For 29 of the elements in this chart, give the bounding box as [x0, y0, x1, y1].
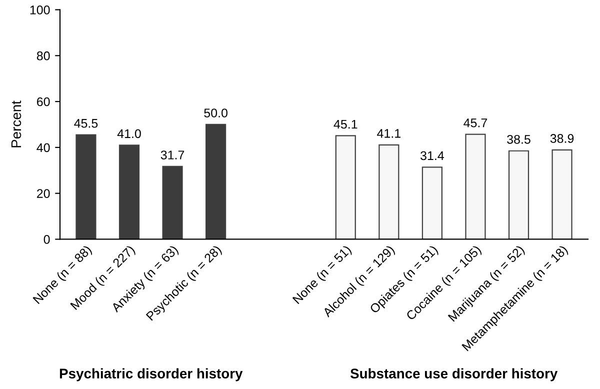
data-label: 38.5: [507, 134, 530, 144]
text: Psychiatric disorder history: [60, 368, 243, 382]
data-label: 45.5: [74, 119, 98, 128]
data-label: 45.1: [334, 120, 358, 129]
bar: [508, 150, 530, 240]
y-tick-label: 0: [44, 235, 50, 244]
data-label: 45.7: [464, 118, 488, 128]
bar: [118, 144, 140, 240]
data-label: 31.4: [420, 151, 444, 160]
bar: [422, 166, 442, 240]
y-tick-label: 60: [37, 97, 50, 106]
data-label: 31.7: [160, 150, 184, 160]
data-label: 41.1: [377, 129, 400, 138]
bar: [76, 134, 96, 240]
y-tick-label: 40: [36, 143, 50, 152]
data-label: 41.0: [117, 129, 141, 138]
bar: [162, 166, 183, 240]
data-label: 50.0: [204, 108, 228, 118]
y-tick-label: 80: [36, 51, 50, 60]
text: Substance use disorder history: [350, 368, 558, 382]
bar: [552, 149, 572, 240]
y-axis-title: Percent: [11, 100, 22, 148]
bar: [335, 135, 356, 240]
data-label: 38.9: [550, 134, 574, 143]
bar: [206, 124, 226, 240]
bar: [378, 144, 400, 240]
y-tick-label: 20: [37, 189, 50, 198]
bar: [465, 134, 486, 240]
y-tick-label: 100: [30, 6, 50, 14]
